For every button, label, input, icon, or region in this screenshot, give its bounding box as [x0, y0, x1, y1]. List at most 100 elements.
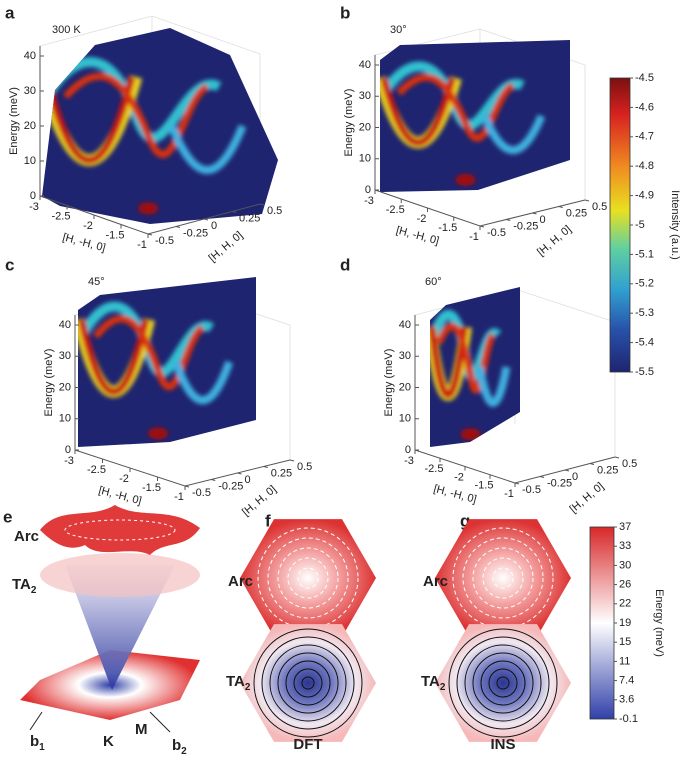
- streak: [63, 72, 210, 158]
- z-tick-label: 10: [59, 413, 71, 425]
- ta-contour: [285, 660, 331, 706]
- colorbar-tick-label: -5.2: [635, 278, 654, 290]
- panel-e: [20, 505, 200, 733]
- arc-label: Arc: [228, 573, 253, 590]
- colorbar-tick-label: -5.5: [635, 366, 654, 378]
- ta-contour: [253, 628, 363, 738]
- z-tick-label: 40: [24, 50, 36, 62]
- streak: [78, 318, 150, 395]
- x-tick-label: -1: [137, 239, 147, 251]
- colorbar-tick-label: 19: [619, 617, 631, 629]
- y-tick: [263, 466, 268, 468]
- ta-label-main: TA: [421, 673, 440, 690]
- x-axis-label: [H, -H, 0]: [432, 483, 478, 506]
- ta-label-sub: 2: [440, 682, 446, 693]
- x-tick-label: -1: [504, 488, 514, 500]
- ta-contour: [277, 652, 339, 714]
- panel-letter: g: [460, 511, 470, 530]
- y-tick: [203, 218, 209, 221]
- arc-contour: [277, 547, 339, 609]
- y-tick: [506, 219, 511, 221]
- z-tick-label: 0: [365, 184, 371, 196]
- y-tick-label: 0.25: [597, 464, 618, 476]
- colorbar-tick-label: 30: [619, 559, 631, 571]
- heatmap-streaks: [78, 301, 234, 440]
- y-tick-label: 0.25: [566, 207, 587, 219]
- y-tick-label: -0.5: [522, 484, 541, 496]
- colorbar-tick-label: 11: [619, 655, 630, 667]
- colorbar-tick-label: -4.6: [635, 101, 654, 113]
- ta-contour: [496, 676, 510, 690]
- colorbar-tick-label: 37: [619, 521, 631, 533]
- z-axis-label: Energy (meV): [383, 349, 395, 417]
- ta-contour: [269, 644, 347, 722]
- x-tick-label: -1: [174, 491, 184, 503]
- ta-hexagon: [435, 624, 571, 742]
- colorbar-tick-label: -4.9: [635, 190, 654, 202]
- caption: INS: [490, 736, 515, 753]
- hotspot: [148, 427, 169, 440]
- panel-letter: c: [5, 255, 14, 274]
- x-axis-label: [H, -H, 0]: [395, 224, 441, 247]
- z-tick-label: 40: [59, 319, 71, 331]
- arc-label: Arc: [423, 573, 448, 590]
- ta-contour: [293, 668, 323, 698]
- y-tick-label: 0.25: [271, 467, 292, 479]
- x-tick-label: -2.5: [52, 210, 71, 222]
- arc-contour: [462, 537, 544, 619]
- panel-letter: a: [5, 3, 15, 22]
- colorbar-label: Energy (meV): [653, 589, 665, 657]
- y-tick-label: -0.25: [547, 477, 572, 489]
- z-tick-label: 0: [30, 190, 36, 202]
- y-tick-label: 0: [245, 474, 251, 486]
- panel-annotation: 60°: [425, 276, 442, 288]
- streak: [93, 315, 205, 391]
- ta-contour: [261, 636, 355, 730]
- x-tick-label: -1.5: [438, 222, 457, 234]
- x-tick-label: -1: [469, 231, 479, 243]
- y-tick: [589, 463, 595, 465]
- y-tick: [614, 456, 620, 459]
- heatmap-streaks: [430, 309, 511, 441]
- cone: [65, 565, 175, 690]
- z-tick-label: 30: [24, 85, 36, 97]
- arc-label: Arc: [14, 528, 39, 545]
- z-tick-label: 30: [59, 350, 71, 362]
- z-axis-label: Energy (meV): [343, 89, 355, 157]
- x-tick-label: -3: [64, 455, 74, 467]
- ta-contour: [488, 668, 518, 698]
- y-tick-label: 0: [572, 471, 578, 483]
- colorbar-tick-label: -5.4: [635, 337, 654, 349]
- y-axis-label: [H, H, 0]: [535, 223, 574, 258]
- ta-label-main: TA: [12, 576, 31, 593]
- ta-label-main: TA: [226, 673, 245, 690]
- arc-hexagon: [240, 519, 376, 637]
- y-tick: [564, 469, 570, 472]
- y-tick-label: 0.5: [297, 461, 312, 473]
- streak: [435, 322, 496, 394]
- y-axis-label: [H, H, 0]: [568, 480, 607, 515]
- b2-label-main: b: [172, 737, 181, 754]
- panel-annotation: 45°: [88, 276, 105, 288]
- x-tick-label: -2: [119, 473, 129, 485]
- panel-annotation: 30°: [390, 24, 407, 36]
- z-tick-label: 0: [65, 444, 71, 456]
- y-tick-label: 0.5: [267, 205, 282, 217]
- arc-contour: [482, 557, 524, 599]
- b1-label-main: b: [30, 733, 39, 750]
- colorbar-tick-label: -4.8: [635, 160, 654, 172]
- x-tick-label: -1.5: [475, 480, 494, 492]
- arc-hexagon: [435, 519, 571, 637]
- panel-letter: e: [3, 507, 12, 526]
- colorbar-tick-label: 3.6: [619, 694, 634, 706]
- z-tick-label: 20: [24, 120, 36, 132]
- y-tick-label: -0.5: [192, 487, 211, 499]
- y-tick-label: -0.25: [513, 220, 538, 232]
- y-tick: [539, 476, 545, 478]
- x-tick-label: -2: [454, 471, 464, 483]
- y-tick-label: 0: [211, 220, 217, 232]
- arc-contour: [64, 519, 176, 541]
